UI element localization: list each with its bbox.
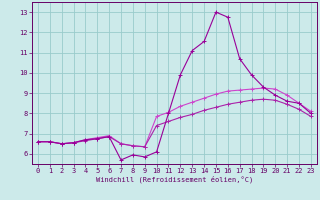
X-axis label: Windchill (Refroidissement éolien,°C): Windchill (Refroidissement éolien,°C) <box>96 176 253 183</box>
